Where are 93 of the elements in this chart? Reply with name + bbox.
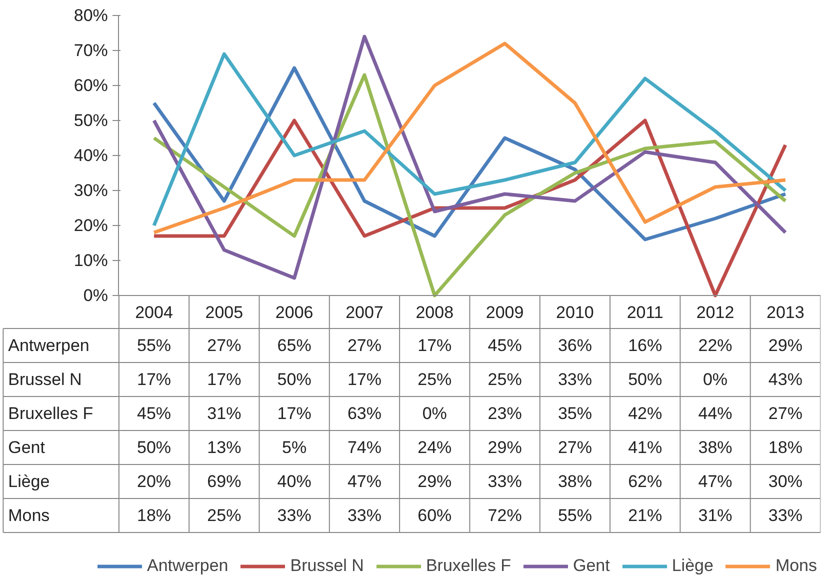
- data-label: 44%: [698, 404, 732, 423]
- data-label: 31%: [698, 506, 732, 525]
- data-label: 30%: [768, 472, 802, 491]
- data-label: 50%: [136, 438, 172, 457]
- data-label: 62%: [628, 472, 662, 491]
- data-label: 74%: [347, 438, 382, 457]
- data-label: 43%: [768, 370, 802, 389]
- data-label: 18%: [768, 438, 802, 457]
- legend-label: Bruxelles F: [426, 556, 511, 576]
- legend-label: Brussel N: [290, 556, 364, 576]
- text: Antwerpen: [8, 336, 90, 355]
- data-label: 36%: [558, 336, 592, 355]
- y-tick-label: 40%: [74, 146, 108, 165]
- data-label: 27%: [768, 404, 802, 423]
- data-label: 16%: [628, 336, 662, 355]
- data-label: 47%: [347, 472, 382, 491]
- data-label: 29%: [768, 336, 802, 355]
- text: Liège: [8, 472, 50, 491]
- data-label: 20%: [136, 472, 172, 491]
- data-label: 25%: [488, 370, 522, 389]
- data-label: 33%: [768, 506, 802, 525]
- data-label: 45%: [488, 336, 522, 355]
- data-label: 29%: [488, 438, 522, 457]
- data-label: 45%: [136, 404, 172, 423]
- y-tick-label: 60%: [74, 76, 108, 95]
- data-label: 47%: [698, 472, 732, 491]
- x-tick-label: 2011: [626, 303, 664, 322]
- x-tick-label: 2007: [346, 303, 384, 322]
- data-label: 33%: [488, 472, 522, 491]
- data-label: 17%: [347, 370, 382, 389]
- x-tick-label: 2010: [556, 303, 594, 322]
- data-label: 55%: [558, 506, 592, 525]
- data-label: 63%: [347, 404, 382, 423]
- y-tick-label: 70%: [74, 41, 108, 60]
- data-label: 38%: [558, 472, 592, 491]
- y-tick-label: 80%: [74, 6, 108, 25]
- data-label: 50%: [628, 370, 662, 389]
- data-label: 23%: [488, 404, 522, 423]
- data-label: 50%: [277, 370, 312, 389]
- data-label: 27%: [207, 336, 242, 355]
- y-tick-label: 50%: [74, 111, 108, 130]
- x-tick-label: 2013: [766, 303, 804, 322]
- text: Bruxelles F: [8, 404, 94, 423]
- data-label: 17%: [277, 404, 312, 423]
- data-label: 24%: [418, 438, 452, 457]
- data-label: 29%: [418, 472, 452, 491]
- data-label: 0%: [702, 370, 728, 389]
- x-tick-label: 2004: [135, 303, 173, 322]
- data-label: 27%: [558, 438, 592, 457]
- data-label: 69%: [207, 472, 242, 491]
- data-label: 33%: [558, 370, 592, 389]
- data-label: 38%: [698, 438, 732, 457]
- y-tick-label: 10%: [74, 251, 108, 270]
- data-label: 22%: [698, 336, 732, 355]
- data-label: 33%: [347, 506, 382, 525]
- data-label: 60%: [418, 506, 452, 525]
- data-label: 31%: [207, 404, 242, 423]
- data-label: 18%: [136, 506, 172, 525]
- text: Mons: [8, 506, 50, 525]
- legend-label: Antwerpen: [146, 556, 228, 576]
- data-label: 17%: [207, 370, 242, 389]
- data-label: 27%: [347, 336, 382, 355]
- legend-label: Mons: [775, 556, 818, 576]
- data-label: 55%: [136, 336, 172, 355]
- x-tick-label: 2009: [486, 303, 524, 322]
- data-label: 35%: [558, 404, 592, 423]
- y-tick-label: 30%: [74, 181, 108, 200]
- line-series: [152, 73, 788, 298]
- data-label: 5%: [282, 438, 307, 457]
- line-series: [152, 34, 788, 280]
- data-label: 21%: [628, 506, 662, 525]
- x-tick-label: 2005: [205, 303, 244, 322]
- data-label: 40%: [277, 472, 312, 491]
- data-label: 17%: [136, 370, 172, 389]
- data-label: 25%: [418, 370, 452, 389]
- x-tick-label: 2012: [696, 303, 734, 322]
- data-label: 0%: [422, 404, 447, 423]
- text: Brussel N: [8, 370, 82, 389]
- x-tick-label: 2006: [275, 303, 314, 322]
- legend-label: Gent: [572, 556, 610, 576]
- y-tick-label: 0%: [83, 286, 108, 305]
- data-label: 25%: [207, 506, 242, 525]
- x-tick-label: 2008: [416, 303, 454, 322]
- y-tick-label: 20%: [74, 216, 108, 235]
- data-label: 17%: [418, 336, 452, 355]
- data-label: 33%: [277, 506, 312, 525]
- text: Gent: [8, 438, 45, 457]
- data-label: 65%: [277, 336, 312, 355]
- data-label: 41%: [628, 438, 662, 457]
- data-label: 42%: [628, 404, 662, 423]
- data-label: 72%: [488, 506, 522, 525]
- data-label: 13%: [207, 438, 242, 457]
- legend-label: Liège: [672, 556, 714, 576]
